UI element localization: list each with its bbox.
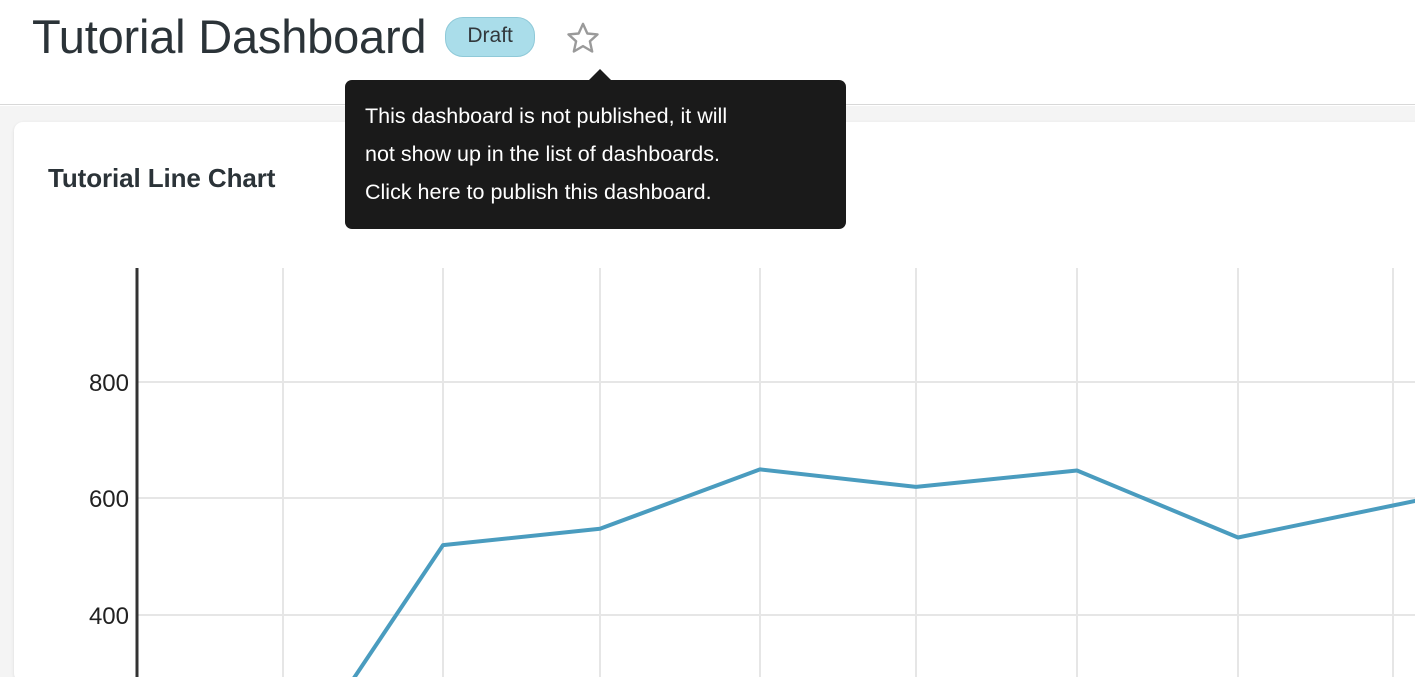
publish-tooltip: This dashboard is not published, it will…: [345, 69, 846, 229]
tooltip-line-1: This dashboard is not published, it will: [365, 104, 728, 128]
header-title-row: Tutorial Dashboard Draft: [32, 2, 602, 72]
star-outline-icon: [565, 20, 601, 56]
tooltip-line-2: not show up in the list of dashboards.: [365, 142, 720, 166]
chart-card-title: Tutorial Line Chart: [48, 163, 276, 193]
status-badge-draft[interactable]: Draft: [445, 17, 535, 57]
page-title: Tutorial Dashboard: [32, 10, 427, 63]
tooltip-arrow-icon: [588, 69, 612, 81]
favorite-star-button[interactable]: [564, 19, 602, 57]
tooltip-line-3: Click here to publish this dashboard.: [365, 180, 712, 204]
